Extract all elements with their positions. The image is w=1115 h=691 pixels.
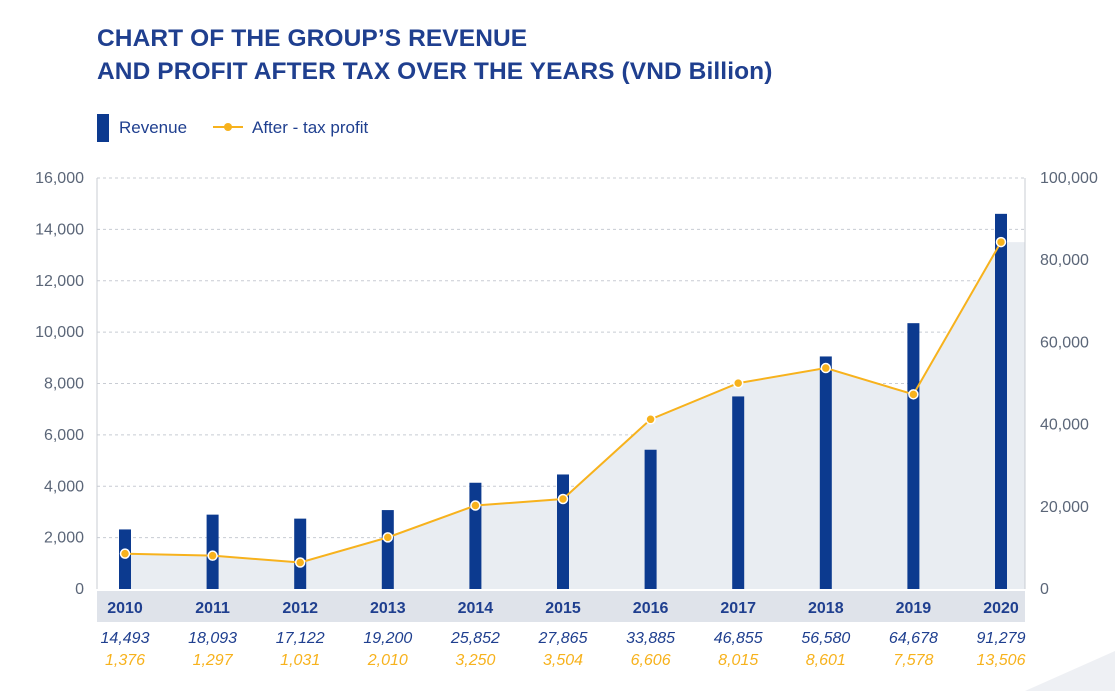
profit-point <box>908 389 919 400</box>
revenue-bar <box>557 474 569 589</box>
profit-data-label: 1,297 <box>193 652 234 669</box>
revenue-data-label: 18,093 <box>188 630 237 647</box>
revenue-data-label: 64,678 <box>889 630 938 647</box>
profit-data-label: 2,010 <box>367 652 408 669</box>
right-axis-tick-label: 20,000 <box>1040 499 1089 516</box>
right-axis-tick-label: 60,000 <box>1040 334 1089 351</box>
revenue-bar <box>469 482 482 589</box>
revenue-data-label: 17,122 <box>276 630 325 647</box>
year-label: 2015 <box>545 600 581 617</box>
year-band <box>97 591 1025 622</box>
profit-point <box>820 362 832 374</box>
profit-data-label: 6,606 <box>631 652 671 669</box>
profit-data-label: 3,250 <box>455 652 495 669</box>
profit-data-label: 13,506 <box>977 652 1026 669</box>
profit-point <box>294 557 306 568</box>
year-label: 2013 <box>370 600 406 617</box>
profit-point <box>995 236 1007 248</box>
legend-revenue-swatch <box>97 114 109 142</box>
revenue-data-label: 25,852 <box>450 630 500 647</box>
revenue-data-label: 14,493 <box>101 630 150 647</box>
chart-title-line-1: CHART OF THE GROUP’S REVENUE <box>97 25 528 52</box>
legend-profit-label: After - tax profit <box>252 118 369 137</box>
chart-title-line-2: AND PROFIT AFTER TAX OVER THE YEARS (VND… <box>97 58 773 85</box>
revenue-data-label: 46,855 <box>714 630 763 647</box>
left-axis-tick-label: 4,000 <box>44 478 84 495</box>
year-label: 2011 <box>195 600 230 617</box>
right-axis-tick-label: 80,000 <box>1040 252 1089 269</box>
revenue-bar <box>907 323 920 589</box>
profit-data-label: 1,376 <box>105 652 145 669</box>
revenue-bar <box>995 213 1007 589</box>
revenue-data-label: 27,865 <box>538 630 588 647</box>
year-label: 2018 <box>808 600 844 617</box>
left-axis-tick-label: 12,000 <box>35 273 84 290</box>
revenue-bar <box>819 356 832 589</box>
revenue-data-label: 91,279 <box>977 630 1026 647</box>
right-axis-tick-label: 40,000 <box>1040 417 1089 434</box>
profit-data-label: 8,601 <box>806 652 846 669</box>
profit-point <box>732 377 744 389</box>
profit-data-label: 3,504 <box>543 652 583 669</box>
profit-point <box>382 532 394 543</box>
left-axis-tick-label: 6,000 <box>44 427 84 444</box>
corner-decoration <box>1025 651 1115 691</box>
year-label: 2010 <box>107 600 143 617</box>
revenue-data-label: 56,580 <box>801 630 850 647</box>
left-axis-tick-label: 2,000 <box>44 530 84 547</box>
profit-point <box>207 550 218 561</box>
profit-data-label: 7,578 <box>893 652 933 669</box>
year-label: 2014 <box>458 600 494 617</box>
revenue-bar <box>294 518 307 589</box>
revenue-bar <box>119 529 131 589</box>
profit-data-label: 1,031 <box>280 652 320 669</box>
profit-point <box>119 548 131 559</box>
year-label: 2019 <box>896 600 932 617</box>
right-axis-tick-label: 0 <box>1040 581 1049 598</box>
profit-point <box>470 500 481 511</box>
profit-point <box>557 493 569 505</box>
revenue-data-label: 19,200 <box>363 630 412 647</box>
revenue-bar <box>732 396 745 589</box>
left-axis-tick-label: 0 <box>75 581 84 598</box>
legend-profit-dot-swatch <box>224 123 232 131</box>
profit-data-label: 8,015 <box>718 652 758 669</box>
revenue-bar <box>644 449 657 589</box>
year-label: 2012 <box>282 600 318 617</box>
revenue-data-label: 33,885 <box>626 630 675 647</box>
left-axis-tick-label: 16,000 <box>35 170 84 187</box>
year-label: 2017 <box>720 600 756 617</box>
right-axis-tick-label: 100,000 <box>1040 170 1098 187</box>
left-axis-tick-label: 8,000 <box>44 376 84 393</box>
year-label: 2016 <box>633 600 669 617</box>
year-label: 2020 <box>983 600 1019 617</box>
revenue-bar <box>381 510 394 589</box>
chart-title: CHART OF THE GROUP’S REVENUE AND PROFIT … <box>97 22 773 88</box>
left-axis-tick-label: 14,000 <box>35 221 84 238</box>
legend-revenue-label: Revenue <box>119 118 188 137</box>
profit-point <box>645 414 656 425</box>
left-axis-tick-label: 10,000 <box>35 324 84 341</box>
profit-area <box>125 242 1025 589</box>
